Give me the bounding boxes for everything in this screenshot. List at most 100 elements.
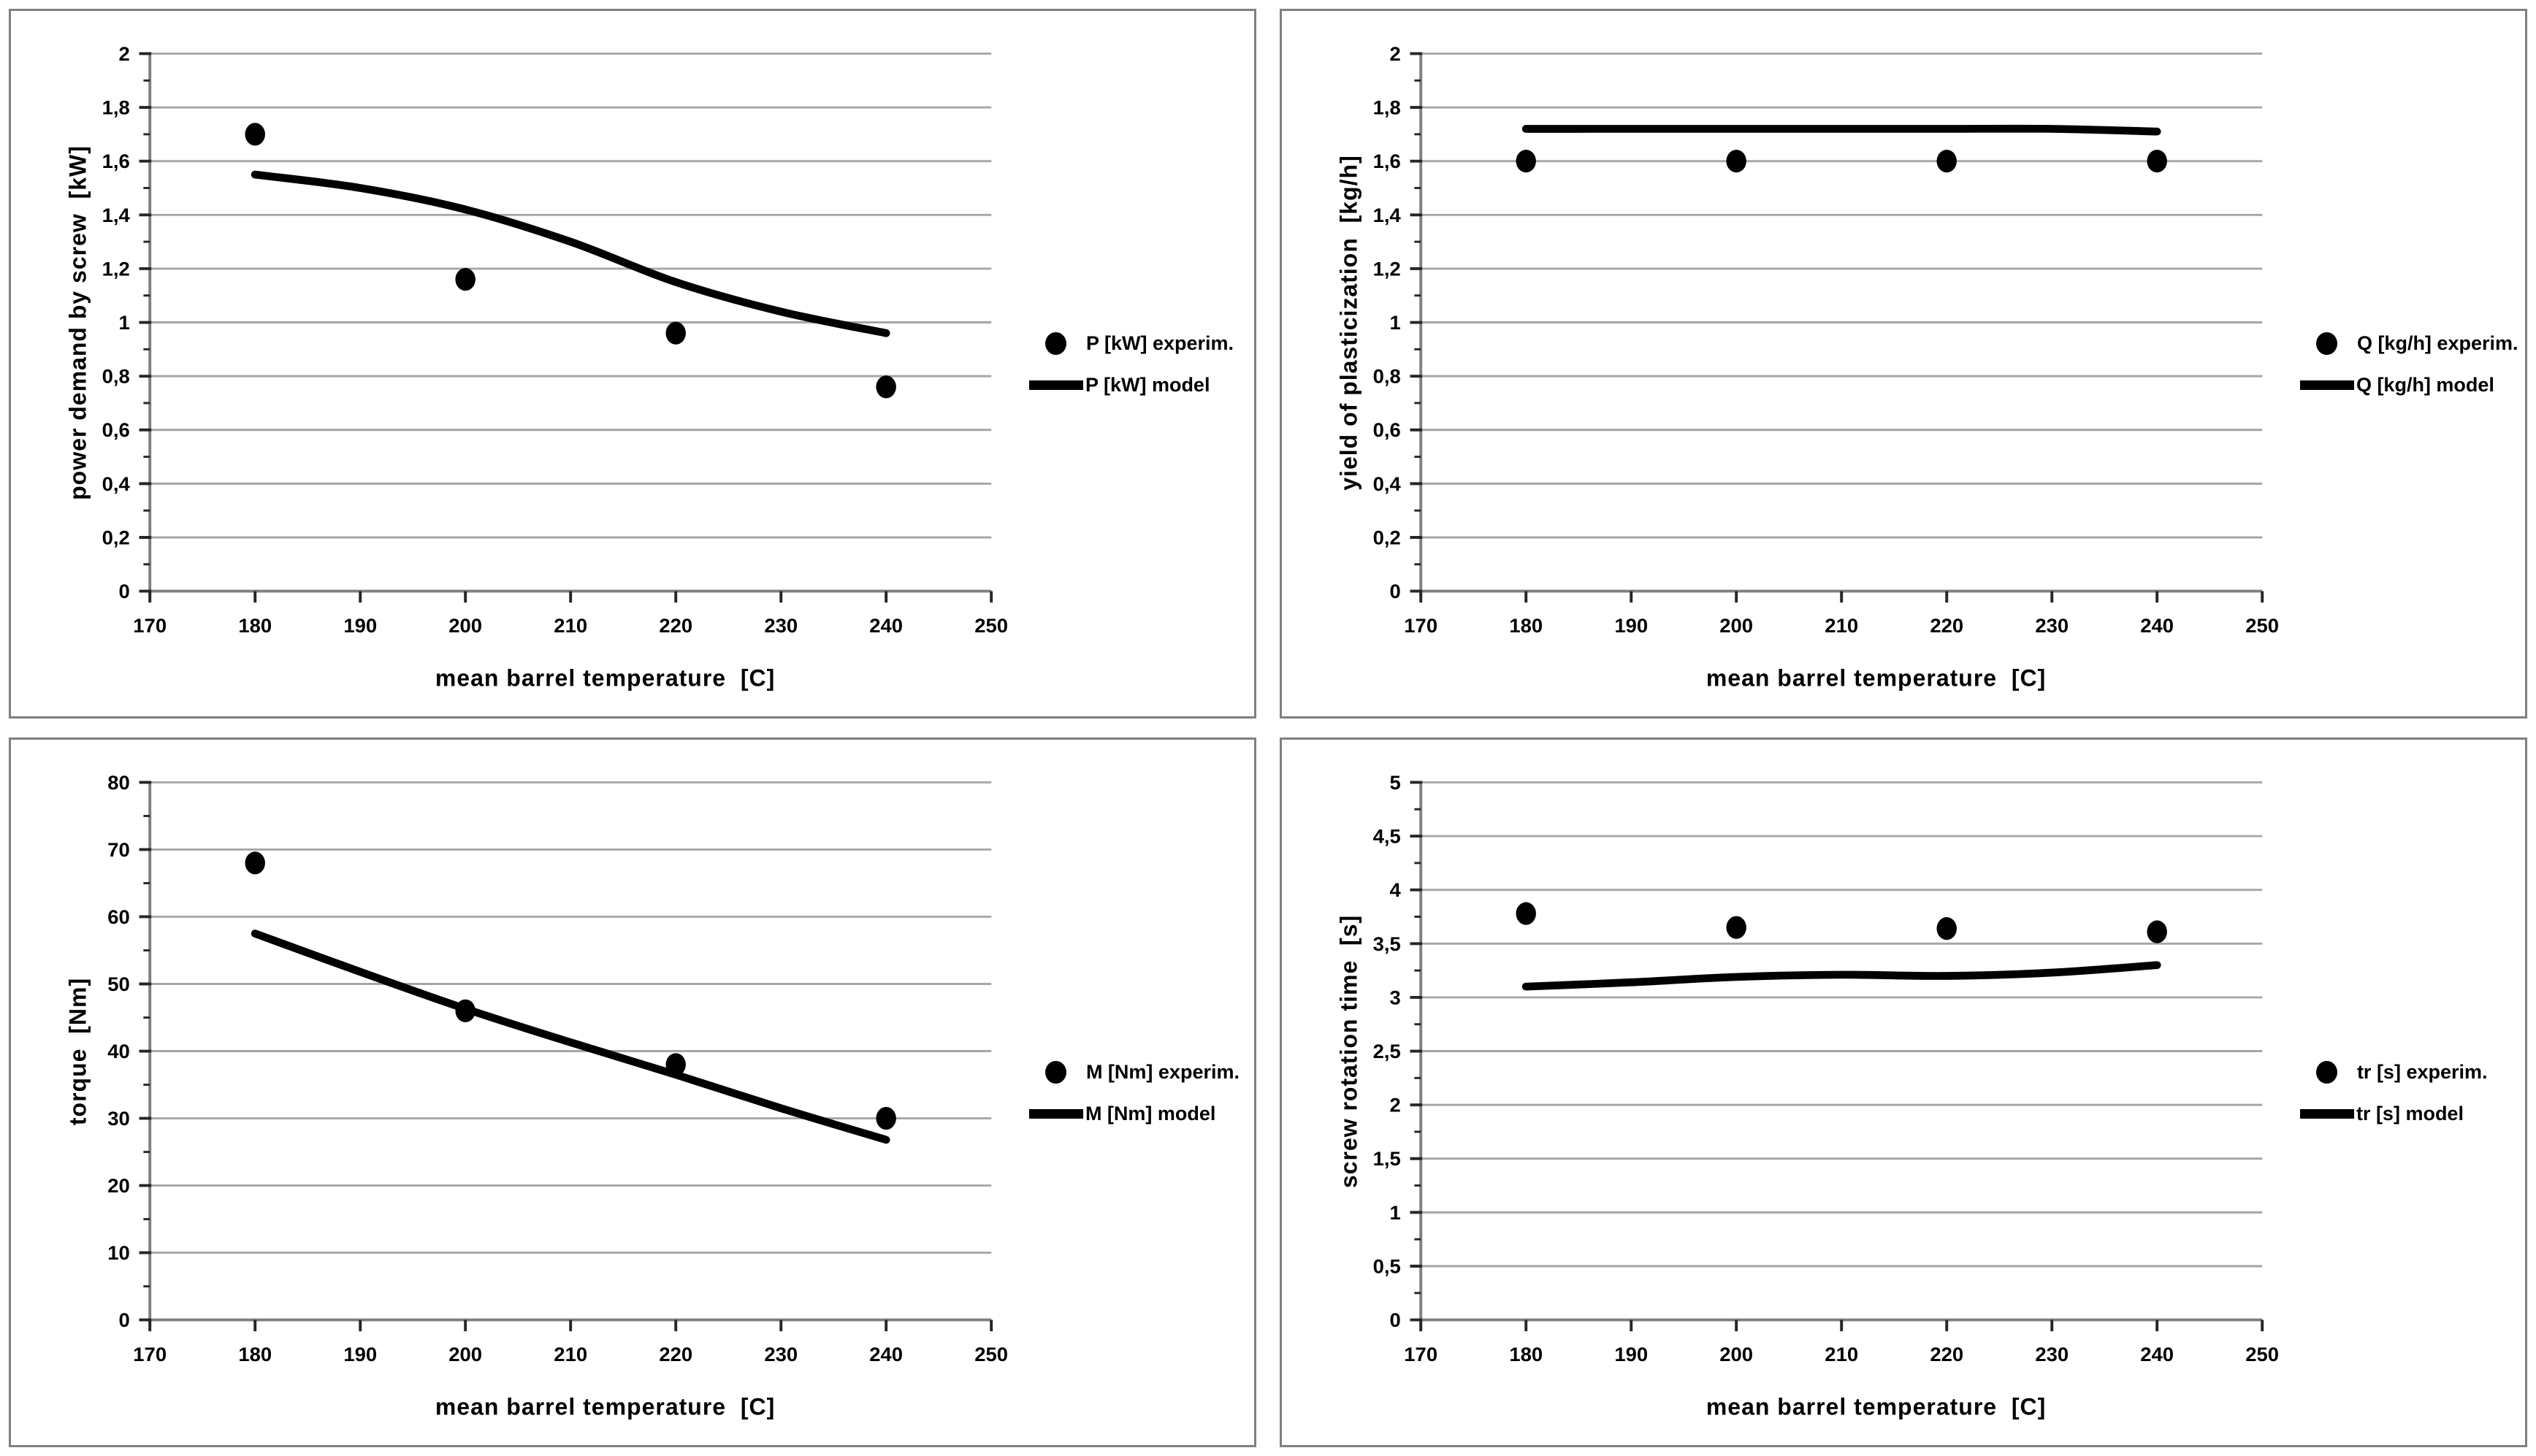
legend-label: Q [kg/h] experim. [2356,332,2518,355]
x-tick-label: 230 [2035,614,2069,637]
x-axis-title: mean barrel temperature [C] [435,664,776,691]
chart-panel-plasticization-yield: 0 0,2 0,4 0,6 0,8 1 1,2 1,4 1,6 1,8 2 170 180 190 200 2… [1280,9,2527,719]
legend-item-model: tr [s] model [2299,1103,2488,1125]
y-tick-label: 0 [1389,580,1400,602]
x-tick-label: 250 [2245,1343,2279,1365]
y-tick-label: 2,5 [1373,1040,1401,1062]
scatter-marker-icon [1044,1061,1066,1084]
legend-item-experimental: Q [kg/h] experim. [2300,332,2518,356]
data-point [245,851,265,875]
legend-item-model: P [kW] model [1028,374,1234,396]
x-tick-label: 190 [343,1343,377,1365]
y-tick-label: 1,6 [102,150,130,172]
legend-label: Q [kg/h] model [2356,374,2494,396]
y-tick-label: 1 [118,311,129,334]
x-tick-label: 240 [869,1343,903,1365]
chart-panel-power-demand: 0 0,2 0,4 0,6 0,8 1 1,2 1,4 1,6 1,8 2 170 180 190 200 2… [9,9,1256,719]
line-marker-icon [1028,1109,1083,1119]
data-point [665,321,686,345]
model-line [1521,961,2161,991]
line-marker-icon [1028,380,1083,391]
legend-item-model: M [Nm] model [1028,1103,1240,1125]
y-tick-label: 0 [1389,1309,1400,1331]
legend-label: P [kW] model [1085,374,1210,396]
data-point [2147,920,2167,943]
data-point [1516,150,1536,173]
legend-item-model: Q [kg/h] model [2299,374,2518,396]
y-tick-label: 0,6 [102,418,130,441]
y-tick-label: 0,8 [102,365,130,388]
x-tick-label: 220 [659,614,692,637]
legend-label: tr [s] model [2356,1103,2464,1125]
x-tick-label: 230 [764,614,798,637]
legend-label: P [kW] experim. [1085,332,1234,355]
x-tick-label: 210 [1825,1343,1858,1365]
data-point [1936,150,1957,173]
y-tick-label: 0,2 [1373,526,1401,549]
y-tick-label: 1,4 [102,204,131,226]
y-axis-title: torque [Nm] [64,977,91,1126]
legend: Q [kg/h] experim. Q [kg/h] model [2299,332,2518,396]
x-tick-label: 180 [1509,1343,1543,1365]
y-tick-label: 80 [107,771,130,794]
data-point [1516,902,1536,925]
legend-label: M [Nm] experim. [1085,1061,1240,1084]
data-point [665,1053,686,1076]
y-tick-label: 3,5 [1373,932,1401,955]
x-tick-label: 200 [448,614,482,637]
chart-panel-rotation-time: 0 0,5 1 1,5 2 2,5 3 3,5 4 4,5 5 170 180 190 200 210 220 2… [1280,737,2527,1447]
y-tick-label: 30 [107,1107,130,1130]
x-tick-label: 190 [1614,614,1648,637]
y-tick-label: 1,2 [1373,257,1401,280]
y-tick-label: 4,5 [1373,825,1401,848]
data-point [455,999,476,1022]
x-tick-label: 170 [133,1343,167,1365]
x-tick-label: 220 [659,1343,692,1365]
y-tick-label: 1,8 [102,96,130,119]
x-tick-label: 180 [238,1343,272,1365]
x-tick-label: 170 [133,614,167,637]
y-tick-label: 50 [107,973,130,995]
torque-plot: 0 10 20 30 40 50 60 70 80 170 180 190 200 210 220 230 24… [107,771,1008,1365]
power-demand-plot: 0 0,2 0,4 0,6 0,8 1 1,2 1,4 1,6 1,8 2 170 180 190 200 2… [102,42,1008,637]
data-point [876,1106,896,1130]
x-axis-title: mean barrel temperature [C] [1706,1393,2047,1420]
y-tick-label: 5 [1389,771,1400,794]
legend-item-experimental: tr [s] experim. [2300,1061,2488,1084]
x-tick-label: 220 [1930,614,1963,637]
x-tick-label: 250 [974,1343,1008,1365]
y-tick-label: 1 [1389,1201,1400,1224]
x-tick-label: 200 [1719,614,1753,637]
legend-label: tr [s] experim. [2356,1061,2488,1084]
y-tick-label: 0,5 [1373,1255,1401,1278]
x-tick-label: 190 [343,614,377,637]
x-tick-label: 230 [2035,1343,2069,1365]
y-axis-title: power demand by screw [kW] [64,145,91,500]
y-tick-label: 0,2 [102,526,130,549]
model-line [251,930,890,1144]
y-tick-label: 0 [118,1309,129,1331]
line-marker-icon [2299,380,2354,391]
line-marker-icon [2299,1109,2354,1119]
y-tick-label: 2 [1389,1094,1400,1116]
data-point [455,268,476,291]
y-tick-label: 2 [1389,42,1400,65]
x-tick-label: 250 [2245,614,2279,637]
y-tick-label: 20 [107,1174,130,1197]
x-tick-label: 230 [764,1343,798,1365]
x-tick-label: 190 [1614,1343,1648,1365]
y-tick-label: 0 [118,580,129,602]
plasticization-yield-plot: 0 0,2 0,4 0,6 0,8 1 1,2 1,4 1,6 1,8 2 170 180 190 200 2… [1373,42,2279,637]
x-tick-label: 180 [1509,614,1543,637]
rotation-time-plot: 0 0,5 1 1,5 2 2,5 3 3,5 4 4,5 5 170 180 190 200 210 220 2… [1373,771,2279,1365]
x-axis-title: mean barrel temperature [C] [1706,664,2047,691]
y-tick-label: 0,4 [1373,472,1402,495]
legend: M [Nm] experim. M [Nm] model [1028,1061,1240,1125]
y-tick-label: 70 [107,838,130,861]
legend-item-experimental: P [kW] experim. [1029,332,1234,356]
data-point [876,375,896,399]
chart-panel-torque: 0 10 20 30 40 50 60 70 80 170 180 190 200 210 220 230 24… [9,737,1256,1447]
scatter-marker-icon [2315,332,2337,356]
y-tick-label: 60 [107,905,130,928]
y-tick-label: 0,8 [1373,365,1401,388]
